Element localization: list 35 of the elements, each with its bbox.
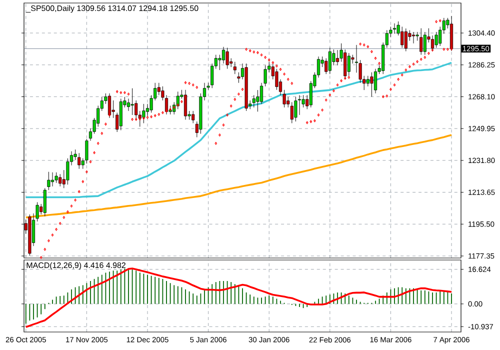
candlestick	[430, 35, 434, 52]
candlestick	[374, 68, 378, 94]
candlestick	[366, 76, 370, 87]
candlestick	[256, 90, 260, 112]
candlestick	[222, 46, 226, 64]
candlestick	[412, 32, 416, 44]
candlestick	[344, 49, 347, 80]
candlestick	[142, 104, 146, 124]
candlestick	[58, 174, 62, 187]
candlestick	[298, 94, 302, 116]
candlestick	[50, 172, 54, 187]
candlestick	[226, 48, 229, 70]
candlestick	[252, 94, 256, 108]
candlestick	[47, 172, 50, 190]
candlestick	[164, 94, 168, 115]
candlestick	[392, 23, 396, 34]
candlestick	[126, 98, 130, 112]
candlestick	[404, 28, 408, 52]
candlestick	[420, 28, 423, 56]
candlestick	[81, 158, 84, 170]
candlestick	[130, 88, 134, 116]
candlestick	[370, 72, 374, 97]
candlestick	[336, 50, 340, 66]
candlestick	[78, 152, 81, 170]
candlestick	[434, 32, 438, 48]
candlestick	[43, 188, 46, 216]
candlestick	[192, 110, 195, 124]
candlestick	[54, 172, 58, 184]
candlestick	[294, 96, 298, 122]
candlestick	[328, 48, 332, 74]
candlestick	[400, 26, 404, 48]
candlestick	[233, 62, 236, 74]
candlestick	[347, 52, 350, 76]
candlestick	[184, 90, 188, 120]
candlestick	[423, 32, 426, 56]
